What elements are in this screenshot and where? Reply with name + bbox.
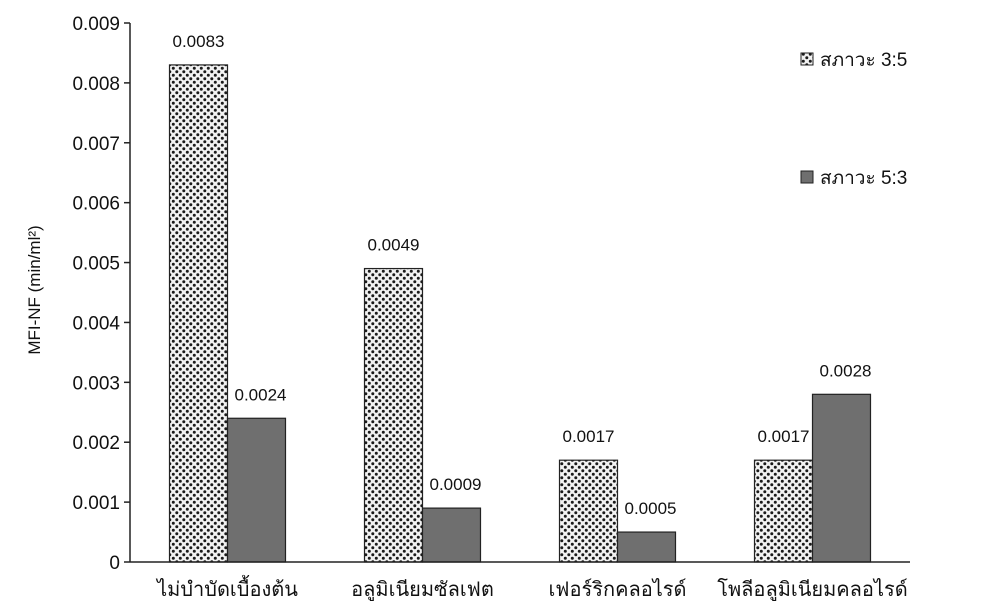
bar-series-1-1 <box>168 64 229 563</box>
category-label: อลูมิเนียมซัลเฟต <box>351 579 494 602</box>
data-label: 0.0005 <box>625 499 677 518</box>
y-tick-label: 0.009 <box>72 14 120 35</box>
legend-item-series-1: สภาวะ 3:5 <box>800 50 907 71</box>
bars <box>168 64 872 563</box>
y-axis-ticks: 0 0.001 0.002 0.003 0.004 0.005 0.006 0.007 0.00… <box>72 14 130 574</box>
data-label: 0.0009 <box>430 475 482 494</box>
y-tick-label: 0.003 <box>72 373 120 394</box>
category-label: เฟอร์ริกคลอไรด์ <box>548 578 686 601</box>
bar-series-1-3 <box>558 459 619 563</box>
data-label: 0.0017 <box>758 427 810 446</box>
y-tick-label: 0 <box>109 553 120 574</box>
y-tick-label: 0.004 <box>72 313 120 334</box>
bar-series-2-2 <box>421 507 482 563</box>
legend-swatch-series-2 <box>800 170 814 184</box>
data-label: 0.0049 <box>368 236 420 255</box>
legend-label-series-1: สภาวะ 3:5 <box>820 50 907 71</box>
category-labels: ไม่บำบัดเบื้องต้น อลูมิเนียมซัลเฟต เฟอร์ริ… <box>155 575 908 602</box>
y-tick-label: 0.002 <box>72 433 120 454</box>
category-label: โพลีอลูมิเนียมคลอไรด์ <box>717 578 907 602</box>
bar-series-2-1 <box>226 417 287 563</box>
y-axis-label: MFI-NF (min/ml²) <box>25 225 44 354</box>
data-label: 0.0028 <box>820 361 872 380</box>
bar-series-1-2 <box>363 267 424 563</box>
data-label: 0.0017 <box>563 427 615 446</box>
category-label: ไม่บำบัดเบื้องต้น <box>155 575 298 601</box>
y-tick-label: 0.006 <box>72 194 120 215</box>
data-label: 0.0024 <box>235 385 287 404</box>
data-labels: 0.0083 0.0024 0.0049 0.0009 0.0017 0.0005 0.00… <box>173 32 872 518</box>
y-tick-label: 0.007 <box>72 134 120 155</box>
legend-item-series-2: สภาวะ 5:3 <box>800 168 907 189</box>
bar-series-2-3 <box>616 531 677 563</box>
y-tick-label: 0.005 <box>72 254 120 275</box>
y-tick-label: 0.001 <box>72 493 120 514</box>
y-tick-label: 0.008 <box>72 74 120 95</box>
bar-series-2-4 <box>811 393 872 563</box>
data-label: 0.0083 <box>173 32 225 51</box>
legend-label-series-2: สภาวะ 5:3 <box>820 168 907 189</box>
bar-series-1-4 <box>753 459 814 563</box>
legend-swatch-series-1 <box>800 52 814 66</box>
legend: สภาวะ 3:5 สภาวะ 5:3 <box>800 50 907 189</box>
